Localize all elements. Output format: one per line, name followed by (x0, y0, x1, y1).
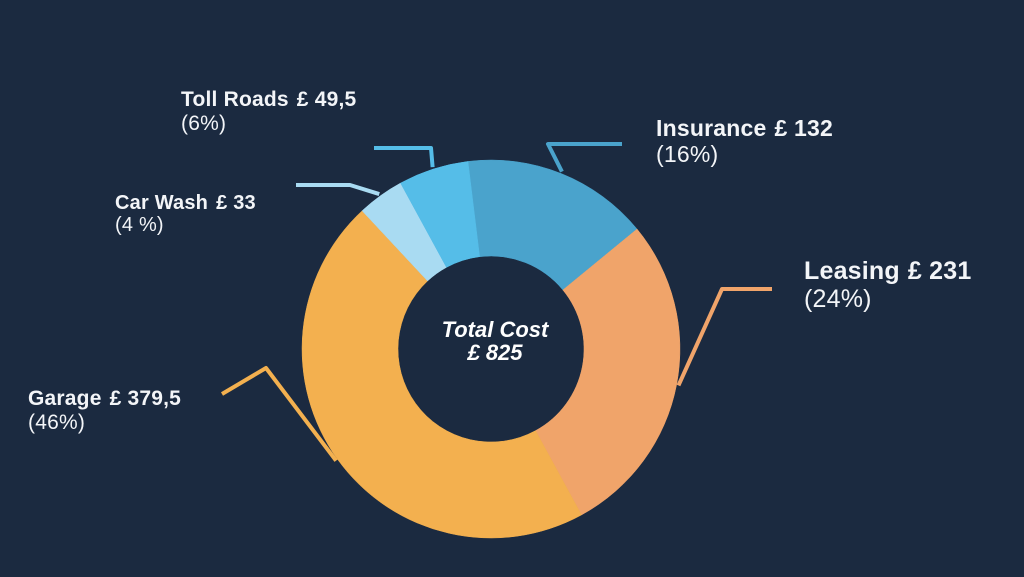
slice-leasing (535, 228, 681, 516)
label-leasing-name: Leasing (804, 257, 900, 285)
label-insurance-name: Insurance (656, 115, 767, 141)
leader-line-insurance (546, 142, 622, 173)
label-leasing: Leasing £ 231 (24%) (804, 257, 971, 313)
label-toll-roads: Toll Roads £ 49,5 (6%) (181, 88, 356, 135)
label-leasing-pct: (24%) (804, 285, 872, 313)
label-car-wash-name: Car Wash (115, 192, 209, 214)
label-garage-pct: (46%) (28, 410, 86, 434)
label-insurance-amount: £ 132 (774, 115, 834, 141)
label-garage: Garage £ 379,5 (46%) (28, 387, 181, 434)
label-car-wash: Car Wash £ 33 (4 %) (115, 192, 256, 237)
label-toll-roads-name: Toll Roads (181, 88, 289, 111)
label-insurance: Insurance £ 132 (16%) (656, 115, 834, 168)
slice-insurance (467, 159, 638, 291)
label-car-wash-pct: (4 %) (115, 214, 164, 237)
leader-line-car-wash (296, 183, 380, 196)
label-garage-name: Garage (28, 387, 102, 410)
slice-toll-roads (400, 161, 480, 268)
leader-line-toll-roads (374, 146, 435, 168)
label-toll-roads-pct: (6%) (181, 111, 227, 135)
label-toll-roads-amount: £ 49,5 (296, 88, 357, 111)
label-insurance-pct: (16%) (656, 140, 719, 167)
label-car-wash-amount: £ 33 (216, 192, 256, 214)
label-leasing-amount: £ 231 (907, 257, 972, 285)
leader-line-leasing (676, 287, 772, 387)
label-garage-amount: £ 379,5 (109, 387, 182, 410)
center-total: Total Cost £ 825 (395, 318, 595, 364)
center-title: Total Cost (441, 317, 549, 342)
leader-line-garage (220, 366, 338, 462)
center-value: £ 825 (467, 340, 523, 366)
